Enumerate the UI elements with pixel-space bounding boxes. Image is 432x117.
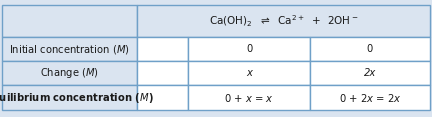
- Text: 0 + 2$x$ = 2$x$: 0 + 2$x$ = 2$x$: [339, 91, 401, 104]
- Bar: [188, 37, 310, 61]
- Bar: [137, 37, 188, 61]
- Text: 0 + $x$ = $x$: 0 + $x$ = $x$: [224, 91, 274, 104]
- Text: Equilibrium concentration ($\mathit{M}$): Equilibrium concentration ($\mathit{M}$): [0, 91, 154, 104]
- Text: 0: 0: [367, 44, 373, 54]
- Text: Ca(OH)$_2$  $\rightleftharpoons$  Ca$^{2+}$  +  2OH$^-$: Ca(OH)$_2$ $\rightleftharpoons$ Ca$^{2+}…: [209, 13, 358, 29]
- Bar: [310, 61, 430, 85]
- Text: x: x: [246, 68, 252, 78]
- Text: Initial concentration ($\mathit{M}$): Initial concentration ($\mathit{M}$): [9, 43, 130, 56]
- Bar: [2, 5, 137, 37]
- Bar: [188, 61, 310, 85]
- Bar: [188, 85, 310, 110]
- Text: Change ($\mathit{M}$): Change ($\mathit{M}$): [40, 66, 99, 80]
- Bar: [310, 37, 430, 61]
- Bar: [2, 37, 137, 61]
- Text: 0: 0: [246, 44, 252, 54]
- Bar: [137, 5, 430, 37]
- Bar: [2, 61, 137, 85]
- Bar: [137, 61, 188, 85]
- Bar: [2, 85, 137, 110]
- Bar: [137, 85, 188, 110]
- Bar: [310, 85, 430, 110]
- Text: 2x: 2x: [364, 68, 376, 78]
